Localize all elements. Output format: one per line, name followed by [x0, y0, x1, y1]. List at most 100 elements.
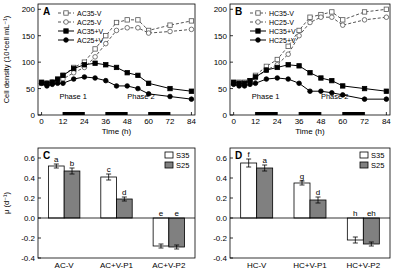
- point: [319, 76, 323, 80]
- x-tick-label: 48: [316, 117, 325, 126]
- legend-marker: [64, 29, 68, 33]
- significance-letter: h: [353, 209, 357, 218]
- point: [362, 97, 367, 102]
- point: [275, 76, 280, 81]
- panel-letter: D: [235, 150, 242, 161]
- plot-area: [231, 7, 388, 113]
- error-bar: [262, 165, 267, 171]
- x-tick-label: 12: [251, 117, 260, 126]
- significance-letter: eh: [367, 209, 376, 218]
- point: [275, 57, 279, 61]
- point: [39, 81, 44, 86]
- annotation: Phase 1: [59, 92, 87, 101]
- point: [242, 84, 247, 89]
- point: [61, 73, 65, 77]
- x-tick-label: HC-V: [247, 261, 267, 270]
- point: [39, 81, 43, 85]
- y-tick-label: 200: [22, 5, 36, 14]
- error-bar: [106, 174, 111, 180]
- y-tick: [38, 35, 41, 36]
- x-tick-label: AC+V-P2: [152, 261, 186, 270]
- point: [384, 7, 388, 11]
- dark-period: [149, 112, 170, 115]
- dark-period: [343, 112, 365, 115]
- significance-letter: a: [54, 155, 59, 164]
- point: [231, 82, 236, 87]
- y-axis-label: Cell density (10⁴cell mL⁻¹): [2, 15, 11, 103]
- plot-frame: [230, 4, 390, 115]
- bar: [64, 171, 80, 218]
- point: [384, 15, 389, 20]
- point: [319, 15, 324, 20]
- y-tick-label: 0.2: [216, 194, 228, 203]
- significance-letter: d: [122, 188, 126, 197]
- y-tick: [230, 88, 233, 89]
- panel-letter: C: [43, 150, 50, 161]
- dark-period: [255, 112, 277, 115]
- x-tick: [320, 112, 321, 115]
- annotation: Phase 2: [321, 92, 349, 101]
- point: [61, 73, 65, 77]
- legend-label: S25: [371, 161, 384, 170]
- x-tick-label: 12: [59, 117, 68, 126]
- point: [264, 77, 269, 82]
- point: [253, 75, 257, 79]
- x-tick-label: 60: [144, 117, 153, 126]
- legend-swatch: [165, 152, 173, 158]
- x-tick: [105, 112, 106, 115]
- panel-letter: B: [235, 6, 242, 17]
- point: [330, 78, 334, 82]
- legend-marker: [256, 29, 260, 33]
- point: [136, 18, 140, 22]
- plot-frame: [38, 148, 195, 258]
- bar: [117, 199, 133, 218]
- point: [362, 18, 367, 23]
- legend-label: AC35+V: [77, 28, 104, 35]
- point: [384, 97, 389, 102]
- point: [71, 77, 76, 82]
- x-tick: [364, 112, 365, 115]
- y-tick: [38, 258, 41, 259]
- bar: [169, 218, 185, 247]
- x-tick: [148, 112, 149, 115]
- series-line: [234, 65, 387, 91]
- zero-line: [38, 218, 195, 219]
- legend-swatch: [360, 162, 368, 168]
- point: [330, 10, 334, 14]
- point: [125, 25, 130, 30]
- error-bar: [353, 237, 358, 243]
- x-tick-label: 84: [187, 117, 196, 126]
- series-line: [42, 20, 192, 83]
- error-bar: [122, 197, 127, 201]
- point: [39, 81, 44, 86]
- x-tick-label: AC+V-P1: [100, 261, 134, 270]
- x-tick: [41, 112, 42, 115]
- x-tick: [386, 112, 387, 115]
- error-bar: [174, 245, 179, 249]
- y-tick-label: -0.4: [21, 254, 35, 263]
- series-line: [42, 28, 192, 84]
- y-tick: [230, 178, 233, 179]
- x-tick-label: 72: [360, 117, 369, 126]
- y-axis-label: μ (d⁻¹): [2, 191, 11, 214]
- y-tick: [38, 9, 41, 10]
- significance-letter: d: [316, 188, 320, 197]
- y-tick-label: 0.0: [216, 214, 228, 223]
- y-tick-label: 0.6: [24, 154, 36, 163]
- y-tick: [230, 158, 233, 159]
- x-tick: [255, 112, 256, 115]
- error-bar: [54, 164, 59, 168]
- bar: [257, 168, 273, 218]
- bar: [153, 218, 169, 246]
- x-tick-label: 24: [273, 117, 282, 126]
- point: [93, 76, 98, 81]
- point: [340, 23, 345, 28]
- point: [330, 15, 335, 20]
- annotation: Phase 1: [252, 92, 280, 101]
- x-tick-label: 48: [123, 117, 132, 126]
- point: [237, 84, 242, 89]
- point: [297, 81, 302, 86]
- y-tick: [230, 35, 233, 36]
- point: [362, 10, 366, 14]
- point: [125, 18, 129, 22]
